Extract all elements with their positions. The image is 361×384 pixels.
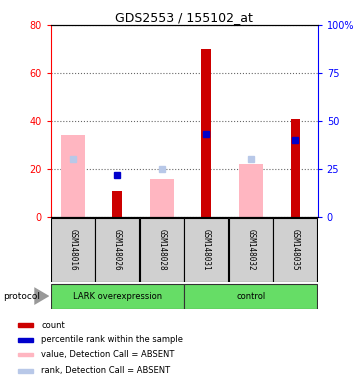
Bar bbox=[18, 369, 32, 372]
Text: GSM148031: GSM148031 bbox=[202, 229, 211, 270]
Bar bbox=[95, 218, 139, 281]
Bar bbox=[229, 218, 273, 281]
Bar bbox=[273, 218, 317, 281]
Text: control: control bbox=[236, 291, 266, 301]
Bar bbox=[18, 323, 32, 327]
Bar bbox=[184, 218, 229, 281]
Bar bbox=[51, 283, 184, 309]
Text: value, Detection Call = ABSENT: value, Detection Call = ABSENT bbox=[41, 350, 174, 359]
Text: GSM148028: GSM148028 bbox=[157, 229, 166, 270]
Bar bbox=[239, 164, 263, 217]
Bar bbox=[149, 179, 174, 217]
Text: LARK overexpression: LARK overexpression bbox=[73, 291, 162, 301]
Bar bbox=[18, 353, 32, 356]
Bar bbox=[140, 218, 184, 281]
Text: rank, Detection Call = ABSENT: rank, Detection Call = ABSENT bbox=[41, 366, 170, 375]
Text: count: count bbox=[41, 321, 65, 329]
Bar bbox=[112, 190, 122, 217]
Bar bbox=[201, 49, 211, 217]
Text: GSM148026: GSM148026 bbox=[113, 229, 122, 270]
Bar bbox=[51, 218, 95, 281]
Bar bbox=[61, 136, 85, 217]
Title: GDS2553 / 155102_at: GDS2553 / 155102_at bbox=[115, 11, 253, 24]
Bar bbox=[291, 119, 300, 217]
Text: GSM148016: GSM148016 bbox=[68, 229, 77, 270]
Bar bbox=[184, 283, 317, 309]
Text: GSM148032: GSM148032 bbox=[247, 229, 255, 270]
Bar bbox=[18, 338, 32, 342]
Text: percentile rank within the sample: percentile rank within the sample bbox=[41, 335, 183, 344]
Text: protocol: protocol bbox=[4, 291, 40, 301]
Polygon shape bbox=[34, 287, 49, 305]
Text: GSM148035: GSM148035 bbox=[291, 229, 300, 270]
